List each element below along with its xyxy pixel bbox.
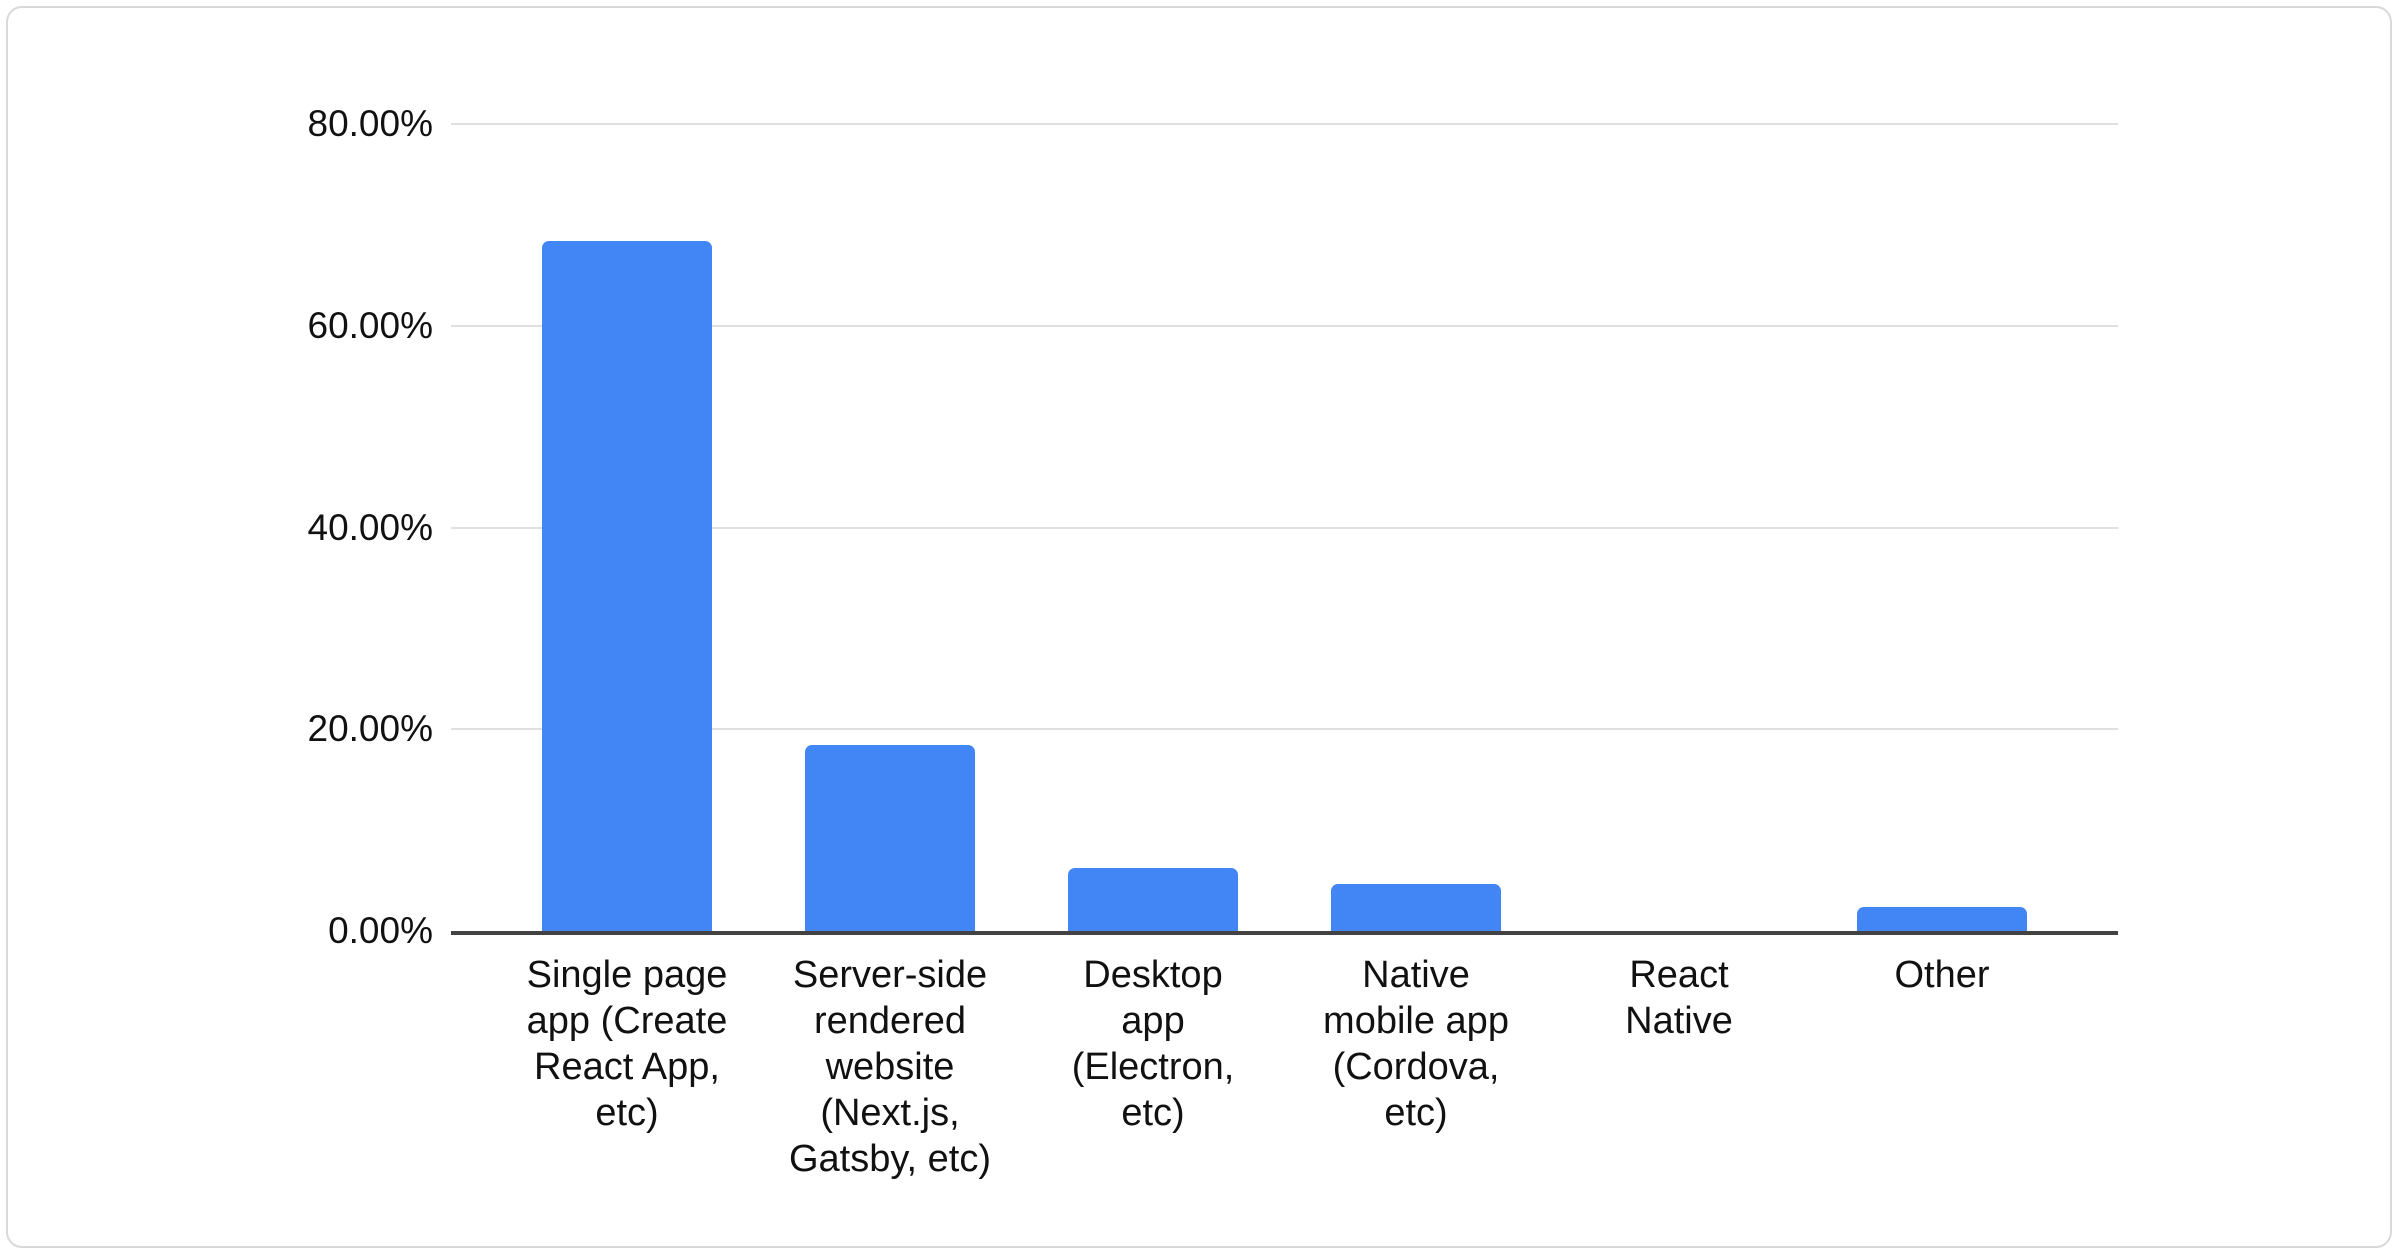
y-tick-label-40: 40.00% (307, 506, 434, 548)
y-tick-label-20: 20.00% (307, 708, 434, 750)
chart-card: 80.00% 60.00% 40.00% 20.00% 0.00% Single page… (6, 6, 2392, 1248)
x-axis-label-single-page-app: Single page app (Create React App, etc) (526, 954, 728, 1134)
plot-area (451, 123, 2118, 935)
x-axis-label-server-side-rendered: Server-side rendered website (Next.js, G… (788, 954, 992, 1180)
gridline-60 (451, 324, 2118, 327)
bar-native-mobile-app (1331, 884, 1501, 931)
y-tick-label-60: 60.00% (307, 304, 434, 346)
x-axis-label-desktop-app-electron: Desktop app (Electron, etc) (1071, 954, 1235, 1134)
gridline-40 (451, 526, 2118, 529)
x-axis-label-native-mobile-app: Native mobile app (Cordova, etc) (1323, 954, 1509, 1134)
bar-single-page-app (542, 241, 712, 931)
bar-other (1857, 907, 2027, 931)
y-tick-label-0: 0.00% (328, 910, 433, 951)
gridline-80 (451, 123, 2118, 125)
x-axis-label-other: Other (1894, 954, 1990, 996)
gridline-20 (451, 728, 2118, 731)
y-tick-label-80: 80.00% (307, 103, 434, 144)
bar-desktop-app-electron (1068, 868, 1238, 931)
bar-server-side-rendered (805, 745, 975, 931)
x-axis-label-react-native: React Native (1625, 954, 1733, 1042)
